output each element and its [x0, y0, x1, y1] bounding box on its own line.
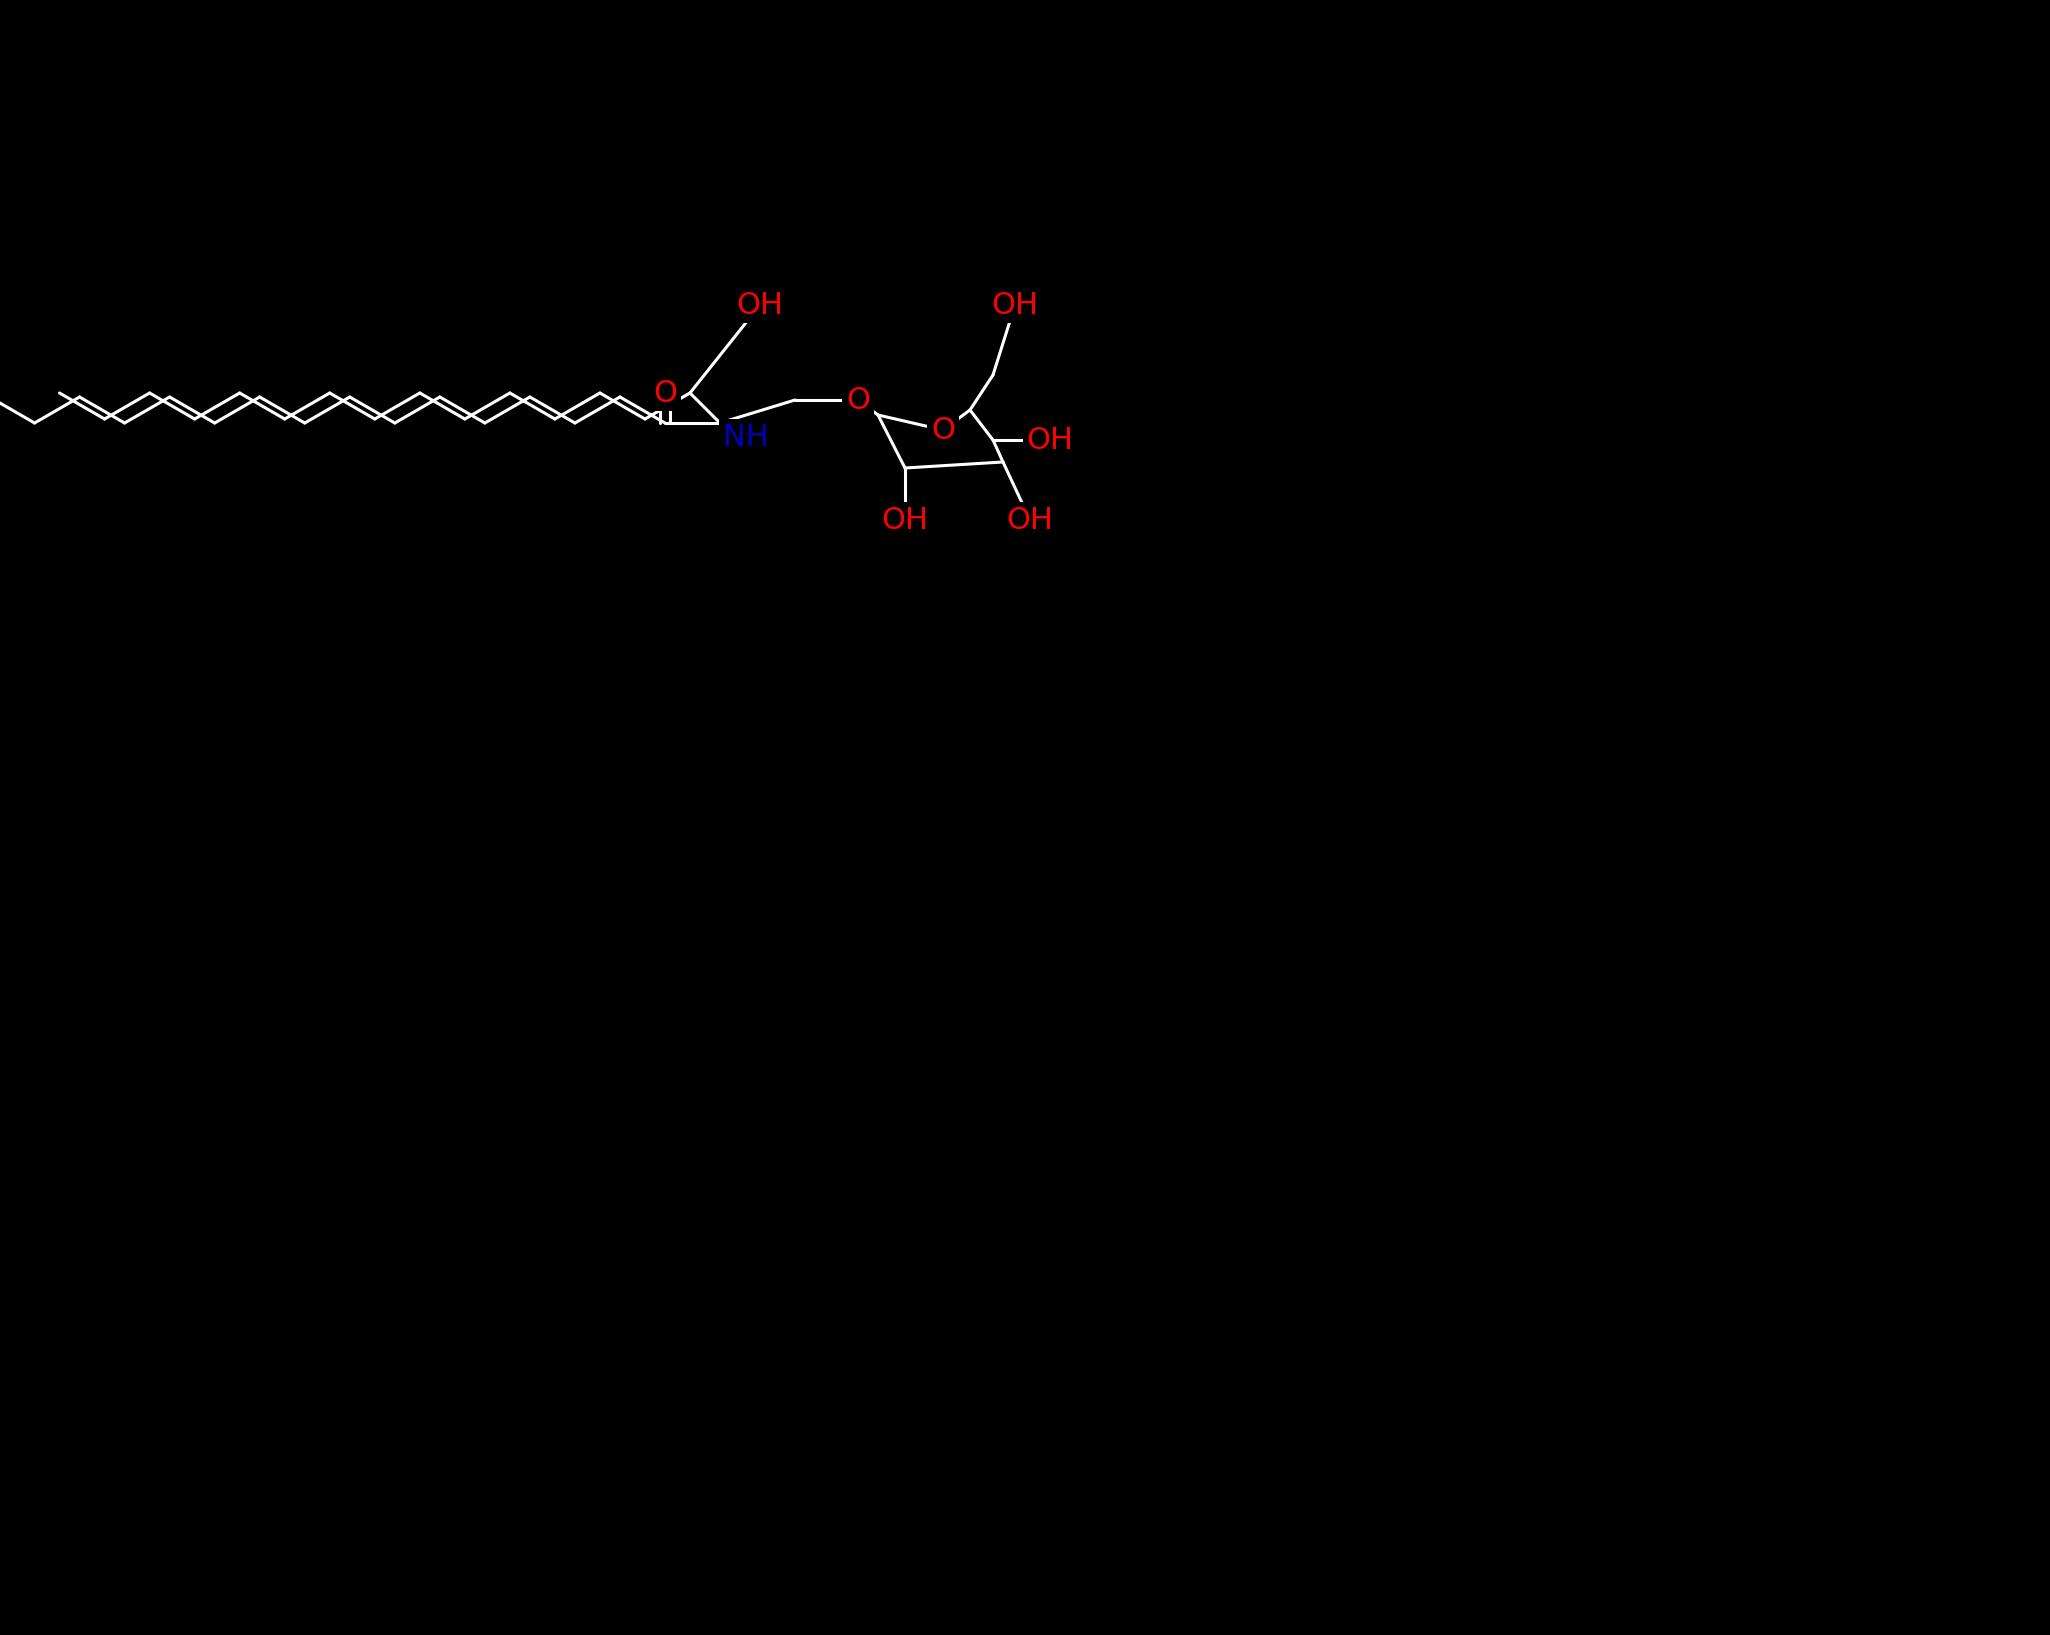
Text: OH: OH	[736, 291, 783, 319]
Text: OH: OH	[1007, 505, 1054, 535]
Text: OH: OH	[882, 505, 929, 535]
Text: O: O	[847, 386, 869, 415]
Text: OH: OH	[992, 291, 1039, 319]
Text: O: O	[654, 378, 677, 407]
Text: NH: NH	[724, 422, 769, 451]
Text: O: O	[931, 415, 955, 445]
Text: OH: OH	[1027, 425, 1074, 455]
